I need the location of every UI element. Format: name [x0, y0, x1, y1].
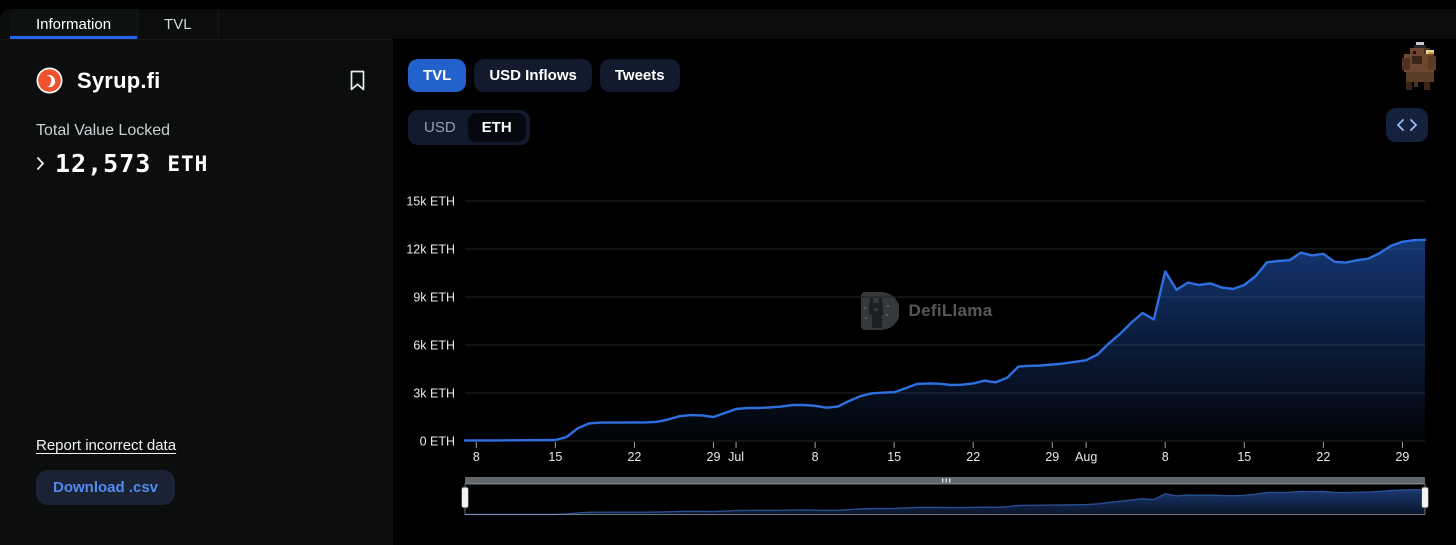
page-tab-information[interactable]: Information [10, 9, 139, 39]
brush-mini-area [465, 489, 1425, 515]
x-axis-label: 22 [966, 450, 980, 464]
x-axis-label: 29 [1395, 450, 1409, 464]
page-tab-bar: Information TVL [0, 9, 1456, 40]
brush-grip-icon [949, 478, 951, 483]
y-axis-label: 9k ETH [413, 291, 455, 305]
x-axis-label: 15 [887, 450, 901, 464]
toggle-option-usd[interactable]: USD [424, 119, 456, 136]
chart-tab-tweets[interactable]: Tweets [599, 59, 680, 92]
denomination-row: USD ETH [408, 110, 530, 145]
x-axis-label: 29 [707, 450, 721, 464]
expand-chevron-icon[interactable] [36, 156, 45, 171]
y-axis-label: 0 ETH [420, 435, 455, 449]
tvl-chart: 0 ETH 3k ETH 6k ETH 9k ETH 12k ETH 15k ETH 8 1… [393, 178, 1456, 528]
x-axis-label: 22 [1316, 450, 1330, 464]
download-csv-button[interactable]: Download .csv [36, 470, 176, 505]
y-axis-label: 15k ETH [406, 195, 455, 209]
x-axis-label: 8 [1162, 450, 1169, 464]
brush-grip-icon [942, 478, 944, 483]
x-axis-label: Jul [728, 450, 744, 464]
brush-drag-bar[interactable] [465, 477, 1425, 484]
y-axis-label: 3k ETH [413, 387, 455, 401]
tvl-area [465, 239, 1425, 441]
chart-tab-row: TVL USD Inflows Tweets [408, 59, 680, 92]
tvl-value-row: 12,573 ETH [36, 149, 367, 178]
brush-handle-left[interactable] [461, 486, 469, 509]
sidebar-spacer [36, 178, 367, 437]
protocol-sidebar: Syrup.fi Total Value Locked 12,573 ETH R… [0, 40, 393, 545]
llama-avatar [1402, 42, 1436, 90]
code-icon [1397, 119, 1417, 131]
tvl-value: 12,573 [55, 149, 152, 178]
protocol-title: Syrup.fi [77, 67, 161, 93]
x-axis-label: 29 [1045, 450, 1059, 464]
x-axis-label: 22 [627, 450, 641, 464]
tvl-unit: ETH [167, 151, 209, 176]
report-incorrect-data-link[interactable]: Report incorrect data [36, 437, 177, 454]
x-axis-label: 15 [1237, 450, 1251, 464]
protocol-logo-icon [36, 67, 63, 94]
protocol-header: Syrup.fi [36, 67, 367, 94]
brush-grip-icon [945, 478, 947, 483]
x-axis-label: 15 [548, 450, 562, 464]
chart-panel: TVL USD Inflows Tweets USD ETH [393, 39, 1456, 545]
x-axis-label: 8 [473, 450, 480, 464]
denomination-toggle: USD ETH [408, 110, 530, 145]
x-axis-label: Aug [1075, 450, 1097, 464]
tvl-line [463, 238, 1427, 442]
bookmark-icon[interactable] [348, 70, 367, 91]
y-axis-label: 12k ETH [406, 243, 455, 257]
toggle-option-eth[interactable]: ETH [467, 113, 526, 142]
tvl-chart-svg: 0 ETH 3k ETH 6k ETH 9k ETH 12k ETH 15k ETH 8 1… [406, 195, 1429, 516]
x-axis-label: 8 [812, 450, 819, 464]
tvl-label: Total Value Locked [36, 122, 171, 139]
embed-code-button[interactable] [1386, 108, 1428, 142]
brush-mini-line [465, 489, 1425, 516]
chart-tab-tvl[interactable]: TVL [408, 59, 467, 92]
page-tab-tvl[interactable]: TVL [138, 9, 219, 39]
brush-handle-right[interactable] [1421, 486, 1429, 509]
y-axis-label: 6k ETH [413, 339, 455, 353]
chart-tab-usd-inflows[interactable]: USD Inflows [474, 59, 592, 92]
